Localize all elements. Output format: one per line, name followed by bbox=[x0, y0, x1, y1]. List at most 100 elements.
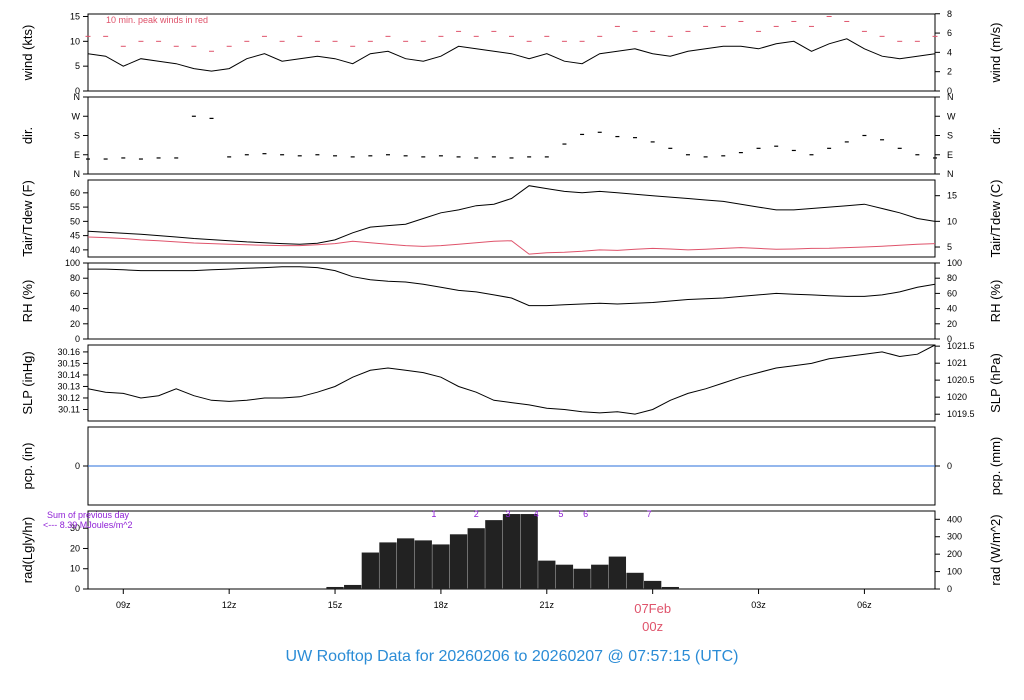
temp-left-tick-label: 50 bbox=[70, 216, 80, 226]
rh-left-tick-label: 40 bbox=[70, 304, 80, 314]
rad-bar bbox=[520, 514, 538, 589]
rad-right-tick-label: 200 bbox=[947, 549, 962, 559]
x-date-time-label: 00z bbox=[642, 619, 663, 634]
temp-air-series-line bbox=[87, 185, 936, 245]
dir-right-tick-label: S bbox=[947, 131, 953, 141]
wind-left-tick-label: 5 bbox=[75, 61, 80, 71]
rh-right-tick-label: 60 bbox=[947, 288, 957, 298]
dir-right-tick-label: N bbox=[947, 92, 954, 102]
wind-left-tick-label: 15 bbox=[70, 11, 80, 21]
rh-right-tick-label: 0 bbox=[947, 334, 952, 344]
rad-marker-label: 7 bbox=[647, 509, 652, 519]
dir-right-tick-label: E bbox=[947, 150, 953, 160]
x-tick-label: 09z bbox=[116, 600, 131, 610]
temp-left-axis-label: Tair/Tdew (F) bbox=[20, 180, 35, 257]
rad-right-tick-label: 300 bbox=[947, 532, 962, 542]
rad-bar bbox=[344, 584, 362, 589]
rh-left-tick-label: 20 bbox=[70, 319, 80, 329]
rad-left-axis-label: rad(Lgly/hr) bbox=[20, 517, 35, 583]
rh-right-tick-label: 20 bbox=[947, 319, 957, 329]
rad-marker-label: 4 bbox=[534, 509, 539, 519]
rad-left-tick-label: 30 bbox=[70, 523, 80, 533]
slp-left-axis-label: SLP (inHg) bbox=[20, 351, 35, 414]
dir-right-tick-label: W bbox=[947, 111, 956, 121]
slp-panel-frame bbox=[87, 344, 936, 422]
x-tick-label: 21z bbox=[540, 600, 555, 610]
rad-bar bbox=[591, 564, 609, 589]
rad-left-tick-label: 10 bbox=[70, 564, 80, 574]
wind-right-tick-label: 2 bbox=[947, 67, 952, 77]
rad-left-tick-label: 20 bbox=[70, 543, 80, 553]
rad-marker-label: 6 bbox=[583, 509, 588, 519]
slp-series-line bbox=[87, 344, 936, 415]
x-tick-label: 12z bbox=[222, 600, 237, 610]
rad-bar bbox=[326, 586, 344, 589]
pcp-left-axis-label: pcp. (in) bbox=[20, 443, 35, 490]
wind-right-tick-label: 0 bbox=[947, 86, 952, 96]
wind-right-tick-label: 4 bbox=[947, 47, 952, 57]
temp-left-tick-label: 45 bbox=[70, 231, 80, 241]
rad-left-tick-label: 0 bbox=[75, 584, 80, 594]
x-tick-label: 18z bbox=[434, 600, 449, 610]
figure-title: UW Rooftop Data for 20260206 to 20260207… bbox=[285, 648, 739, 665]
rad-marker-label: 3 bbox=[505, 509, 510, 519]
rh-left-tick-label: 60 bbox=[70, 288, 80, 298]
dir-left-tick-label: E bbox=[74, 150, 80, 160]
rad-bar bbox=[467, 528, 485, 589]
slp-left-tick-label: 30.12 bbox=[57, 393, 80, 403]
rad-marker-label: 1 bbox=[431, 509, 436, 519]
x-date-label: 07Feb bbox=[634, 601, 671, 616]
dir-right-tick-label: N bbox=[947, 169, 954, 179]
wind-mean-series-line bbox=[87, 38, 936, 72]
dir-panel-frame bbox=[87, 96, 936, 175]
slp-right-tick-label: 1021.5 bbox=[947, 341, 975, 351]
rad-bar bbox=[573, 568, 591, 589]
dir-left-tick-label: N bbox=[74, 169, 81, 179]
x-tick-label: 15z bbox=[328, 600, 343, 610]
wind-left-tick-label: 0 bbox=[75, 86, 80, 96]
rad-right-axis-label: rad (W/m^2) bbox=[988, 514, 1003, 585]
temp-left-tick-label: 40 bbox=[70, 245, 80, 255]
dir-left-tick-label: S bbox=[74, 131, 80, 141]
temp-dew-series-line bbox=[87, 236, 936, 255]
slp-left-tick-label: 30.14 bbox=[57, 370, 80, 380]
rad-note-line1: Sum of previous day bbox=[47, 510, 130, 520]
temp-right-tick-label: 5 bbox=[947, 242, 952, 252]
rad-bar bbox=[644, 580, 662, 589]
rad-right-tick-label: 400 bbox=[947, 514, 962, 524]
temp-left-tick-label: 55 bbox=[70, 202, 80, 212]
temp-right-tick-label: 10 bbox=[947, 216, 957, 226]
slp-right-tick-label: 1020 bbox=[947, 392, 967, 402]
rad-bar bbox=[538, 560, 556, 589]
rh-right-tick-label: 100 bbox=[947, 258, 962, 268]
rad-bar bbox=[555, 564, 574, 589]
rh-left-tick-label: 80 bbox=[70, 273, 80, 283]
pcp-right-tick-label: 0 bbox=[947, 461, 952, 471]
wind-right-axis-label: wind (m/s) bbox=[988, 23, 1003, 84]
rad-bar bbox=[661, 586, 679, 589]
rad-bar bbox=[449, 534, 468, 589]
slp-left-tick-label: 30.15 bbox=[57, 358, 80, 368]
slp-right-axis-label: SLP (hPa) bbox=[988, 353, 1003, 413]
x-tick-label: 06z bbox=[857, 600, 872, 610]
rad-bar bbox=[608, 556, 627, 589]
rad-marker-label: 5 bbox=[558, 509, 563, 519]
wind-right-tick-label: 8 bbox=[947, 9, 952, 19]
rad-bar bbox=[432, 544, 450, 589]
pcp-left-tick-label: 0 bbox=[75, 461, 80, 471]
dir-left-axis-label: dir. bbox=[20, 127, 35, 144]
temp-left-tick-label: 60 bbox=[70, 188, 80, 198]
temp-panel-frame bbox=[87, 179, 936, 258]
slp-right-tick-label: 1020.5 bbox=[947, 375, 975, 385]
wind-left-axis-label: wind (kts) bbox=[20, 25, 35, 82]
rad-right-tick-label: 0 bbox=[947, 584, 952, 594]
slp-left-tick-label: 30.11 bbox=[58, 404, 80, 414]
wind-left-tick-label: 10 bbox=[70, 36, 80, 46]
rh-right-tick-label: 40 bbox=[947, 304, 957, 314]
rad-bar bbox=[414, 540, 432, 589]
rad-bar bbox=[626, 572, 644, 589]
rh-left-tick-label: 0 bbox=[75, 334, 80, 344]
wind-panel-frame bbox=[87, 13, 936, 92]
temp-right-tick-label: 15 bbox=[947, 191, 957, 201]
